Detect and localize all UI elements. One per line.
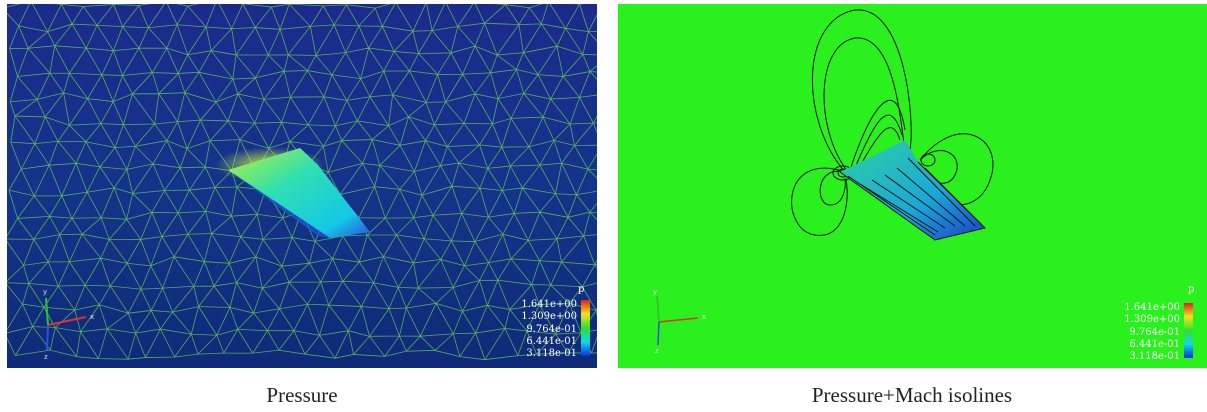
legend-label: 3.118e-01	[1129, 351, 1180, 362]
color-bar	[1184, 303, 1193, 358]
legend-label: 1.309e+00	[1124, 314, 1180, 325]
x-label: x	[702, 313, 706, 321]
y-label: y	[43, 288, 47, 296]
y-label: y	[653, 288, 657, 296]
pressure-panel: x y z p 1.641e+00 1.309e+00 9.764e-01 6.…	[2, 0, 648, 407]
legend-label: 1.641e+00	[521, 299, 577, 310]
legend-label: 6.441e-01	[1129, 339, 1180, 350]
legend-label: 3.118e-01	[526, 348, 577, 359]
color-bar	[581, 300, 590, 356]
legend-label: 6.441e-01	[526, 336, 577, 347]
z-label: z	[655, 347, 659, 355]
z-axis-arrow	[658, 322, 659, 345]
caption: Pressure+Mach isolines	[812, 383, 1012, 407]
z-label: z	[44, 353, 48, 361]
legend-title: p	[1188, 284, 1194, 295]
legend-label: 9.764e-01	[526, 324, 577, 335]
figure: x y z p 1.641e+00 1.309e+00 9.764e-01 6.…	[0, 0, 1207, 412]
legend-label: 1.641e+00	[1124, 302, 1180, 313]
z-axis-arrow	[47, 325, 48, 350]
mach-panel: x y z p 1.641e+00 1.309e+00 9.764e-01 6.…	[618, 4, 1207, 407]
legend-label: 9.764e-01	[1129, 327, 1180, 338]
x-label: x	[90, 313, 94, 321]
caption: Pressure	[266, 383, 337, 407]
legend-title: p	[578, 284, 584, 295]
legend-label: 1.309e+00	[521, 311, 577, 322]
